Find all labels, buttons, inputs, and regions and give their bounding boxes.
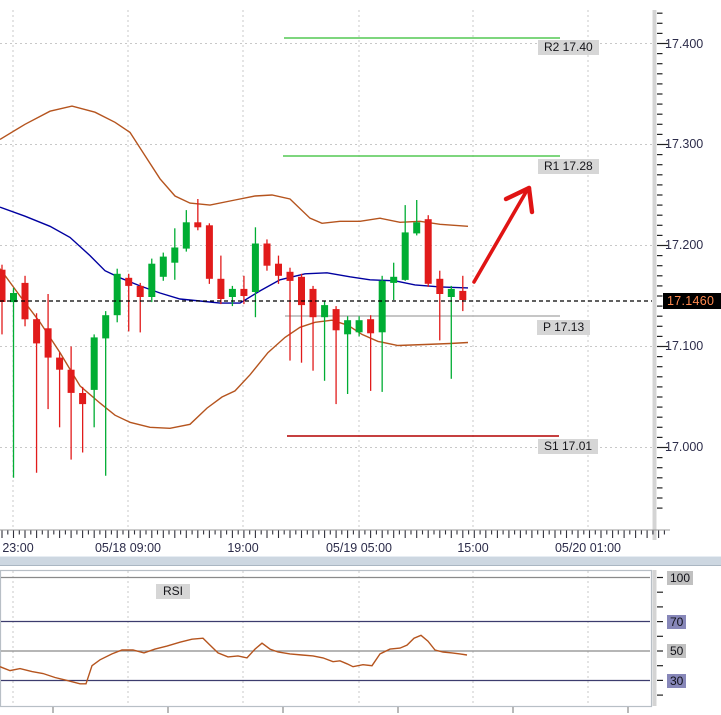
candle-body-up — [401, 232, 409, 280]
candle-body-down — [136, 285, 144, 297]
candle-body-down — [424, 219, 432, 284]
candle-body-down — [459, 290, 467, 300]
candle-body-down — [125, 277, 133, 286]
candle-body-up — [171, 247, 179, 263]
price-axis-band — [652, 10, 657, 540]
candle-body-down — [309, 288, 317, 318]
candle-body-up — [447, 288, 455, 297]
candle-body-up — [113, 273, 121, 316]
moving-average-line — [0, 206, 469, 304]
candle-body-down — [240, 288, 248, 296]
candle-body-down — [44, 328, 52, 358]
candle-body-up — [378, 280, 386, 333]
candle-body-up — [10, 293, 17, 303]
main-chart-plot-area[interactable] — [0, 10, 652, 530]
candle-body-down — [217, 278, 225, 299]
candle-body-up — [159, 256, 167, 277]
candle-body-down — [33, 319, 41, 344]
candle-body-up — [251, 243, 259, 292]
candle-body-down — [436, 278, 444, 294]
bollinger-lower-band — [0, 268, 469, 430]
bollinger-upper-band — [0, 105, 469, 227]
trend-arrow-shaft[interactable] — [472, 190, 528, 284]
candle-body-up — [102, 315, 110, 339]
candle-body-down — [194, 222, 202, 228]
horizontal-scrollbar[interactable] — [0, 556, 721, 566]
trend-arrow-head-barb — [503, 185, 532, 202]
candle-body-up — [413, 222, 421, 234]
candle-body-down — [79, 393, 87, 405]
rsi-plot-area[interactable] — [0, 570, 651, 706]
candle-body-up — [228, 288, 236, 297]
candle-body-up — [355, 320, 363, 333]
rsi-line — [0, 634, 468, 685]
candle-body-down — [286, 271, 294, 281]
candle-body-up — [182, 222, 190, 249]
candle-body-down — [263, 243, 271, 266]
candle-body-down — [0, 269, 6, 302]
candle-body-down — [367, 319, 375, 334]
rsi-panel-border — [0, 569, 653, 708]
candle-body-down — [56, 357, 64, 370]
candle-body-down — [275, 263, 282, 276]
candle-body-up — [321, 305, 329, 318]
trend-arrow-head-barb — [526, 185, 535, 215]
candle-body-up — [390, 276, 398, 283]
candle-body-up — [344, 320, 352, 335]
candle-body-down — [205, 225, 213, 279]
candle-body-down — [332, 309, 340, 331]
candle-body-up — [148, 263, 156, 297]
candle-body-down — [67, 369, 75, 393]
candle-body-down — [298, 276, 305, 306]
rsi-axis-band — [652, 570, 657, 706]
candle-body-up — [90, 337, 98, 390]
